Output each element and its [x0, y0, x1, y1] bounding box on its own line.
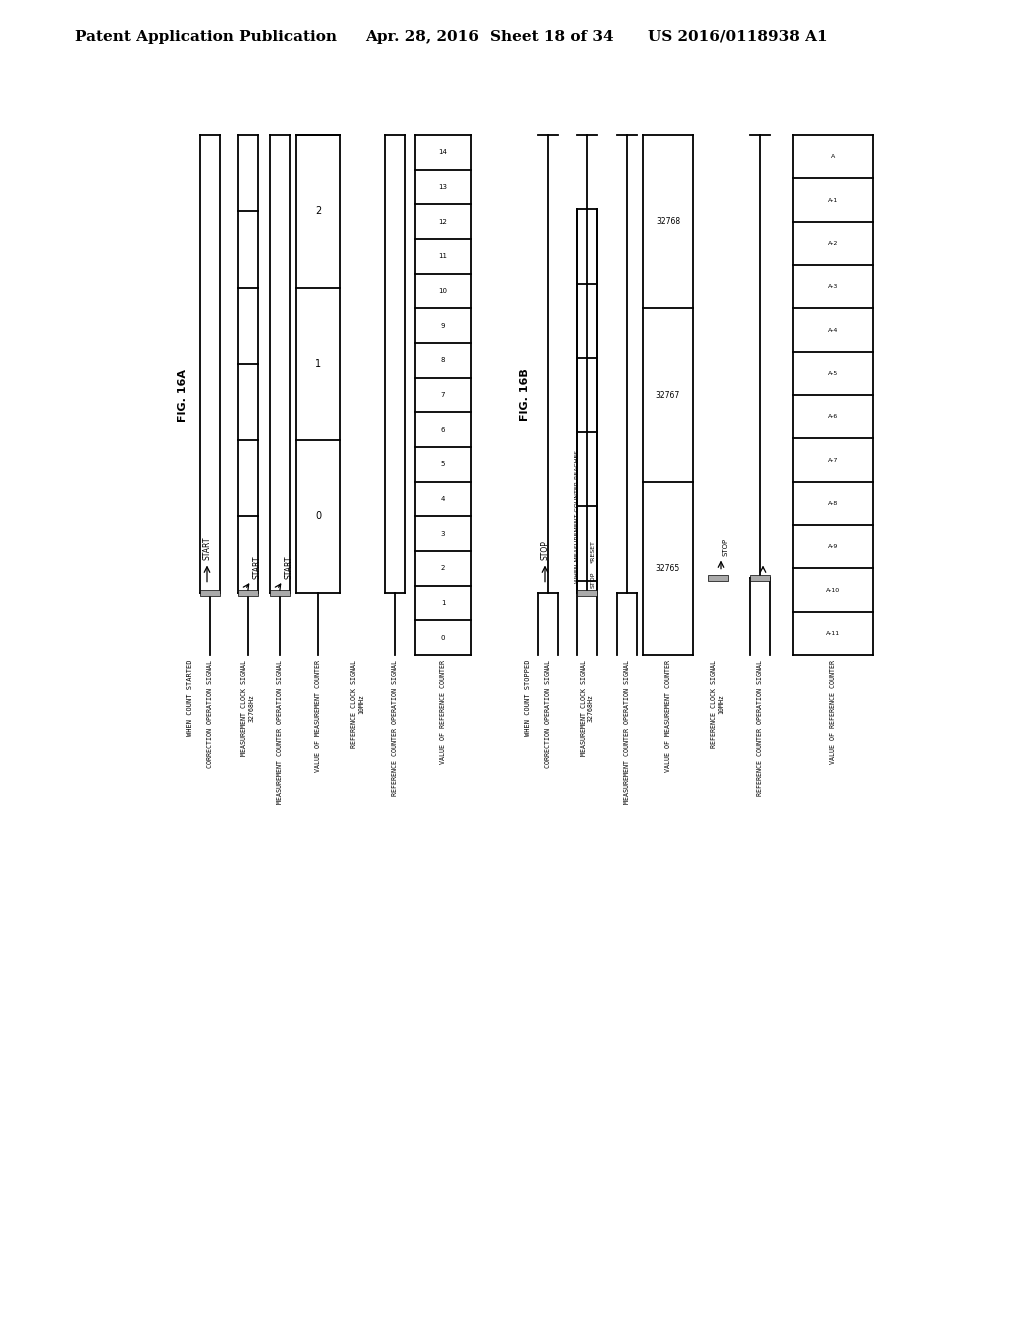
Text: A-9: A-9	[827, 544, 839, 549]
Text: WHEN MEASUREMENT COUNTER REACHES: WHEN MEASUREMENT COUNTER REACHES	[575, 450, 580, 582]
Text: 6: 6	[440, 426, 445, 433]
Text: Patent Application Publication: Patent Application Publication	[75, 30, 337, 44]
Text: 8: 8	[440, 358, 445, 363]
Text: 0: 0	[440, 635, 445, 640]
Text: A-6: A-6	[827, 414, 838, 420]
Text: A-8: A-8	[827, 500, 838, 506]
Text: 32765: 32765	[656, 564, 680, 573]
Bar	[270, 590, 290, 595]
Text: 9: 9	[440, 322, 445, 329]
Text: VALUE OF REFERENCE COUNTER: VALUE OF REFERENCE COUNTER	[440, 660, 446, 764]
Text: A-3: A-3	[827, 284, 839, 289]
Text: 3: 3	[440, 531, 445, 537]
Bar	[238, 590, 258, 595]
Text: 32767: 32767	[656, 391, 680, 400]
Text: 11: 11	[438, 253, 447, 259]
Text: 32768: 32768	[656, 218, 680, 226]
Text: REFERENCE COUNTER OPERATION SIGNAL: REFERENCE COUNTER OPERATION SIGNAL	[757, 660, 763, 796]
Text: 1: 1	[315, 359, 322, 368]
Text: 1: 1	[440, 601, 445, 606]
Text: 10: 10	[438, 288, 447, 294]
Text: 13: 13	[438, 183, 447, 190]
Text: STOP: STOP	[591, 572, 596, 587]
Text: REFERENCE COUNTER OPERATION SIGNAL: REFERENCE COUNTER OPERATION SIGNAL	[392, 660, 398, 796]
Text: REFERENCE CLOCK SIGNAL
10MHz: REFERENCE CLOCK SIGNAL 10MHz	[351, 660, 365, 748]
Text: 12: 12	[438, 219, 447, 224]
Text: STOP: STOP	[722, 537, 728, 556]
Text: WHEN COUNT STARTED: WHEN COUNT STARTED	[187, 660, 193, 737]
Text: A-2: A-2	[827, 240, 839, 246]
Text: VALUE OF REFERENCE COUNTER: VALUE OF REFERENCE COUNTER	[830, 660, 836, 764]
Text: Sheet 18 of 34: Sheet 18 of 34	[490, 30, 613, 44]
Text: US 2016/0118938 A1: US 2016/0118938 A1	[648, 30, 827, 44]
Text: FIG. 16A: FIG. 16A	[178, 368, 188, 421]
Text: A-5: A-5	[827, 371, 838, 376]
Text: CORRECTION OPERATION SIGNAL: CORRECTION OPERATION SIGNAL	[207, 660, 213, 768]
Text: 4: 4	[440, 496, 445, 502]
Text: START: START	[203, 536, 212, 560]
Text: WHEN COUNT STOPPED: WHEN COUNT STOPPED	[525, 660, 531, 737]
Text: A-11: A-11	[826, 631, 840, 636]
Text: FIG. 16B: FIG. 16B	[520, 368, 530, 421]
Text: MEASUREMENT COUNTER OPERATION SIGNAL: MEASUREMENT COUNTER OPERATION SIGNAL	[624, 660, 630, 804]
Text: 5: 5	[440, 461, 445, 467]
Text: 7: 7	[440, 392, 445, 399]
Text: START: START	[284, 556, 293, 578]
Text: MEASUREMENT CLOCK SIGNAL
32768Hz: MEASUREMENT CLOCK SIGNAL 32768Hz	[581, 660, 594, 756]
Text: 2: 2	[314, 206, 322, 216]
Text: 0: 0	[315, 511, 322, 521]
Text: MEASUREMENT CLOCK SIGNAL
32768Hz: MEASUREMENT CLOCK SIGNAL 32768Hz	[242, 660, 255, 756]
Text: A-1: A-1	[827, 198, 838, 202]
Bar	[200, 590, 220, 595]
Text: Apr. 28, 2016: Apr. 28, 2016	[365, 30, 479, 44]
Text: A: A	[830, 154, 836, 160]
Text: A-4: A-4	[827, 327, 839, 333]
Text: CORRECTION OPERATION SIGNAL: CORRECTION OPERATION SIGNAL	[545, 660, 551, 768]
Text: A-7: A-7	[827, 458, 839, 462]
Text: A-10: A-10	[826, 587, 840, 593]
Bar	[577, 590, 597, 595]
Text: REFERENCE CLOCK SIGNAL
10MHz: REFERENCE CLOCK SIGNAL 10MHz	[712, 660, 725, 748]
Bar	[750, 574, 770, 581]
Text: 2: 2	[440, 565, 445, 572]
Text: 14: 14	[438, 149, 447, 156]
Text: START: START	[252, 556, 261, 578]
Text: STOP: STOP	[541, 540, 550, 560]
Bar	[708, 574, 728, 581]
Text: *RESET: *RESET	[591, 540, 596, 562]
Text: VALUE OF MEASUREMENT COUNTER: VALUE OF MEASUREMENT COUNTER	[315, 660, 321, 772]
Text: VALUE OF MEASUREMENT COUNTER: VALUE OF MEASUREMENT COUNTER	[665, 660, 671, 772]
Text: MEASUREMENT COUNTER OPERATION SIGNAL: MEASUREMENT COUNTER OPERATION SIGNAL	[278, 660, 283, 804]
